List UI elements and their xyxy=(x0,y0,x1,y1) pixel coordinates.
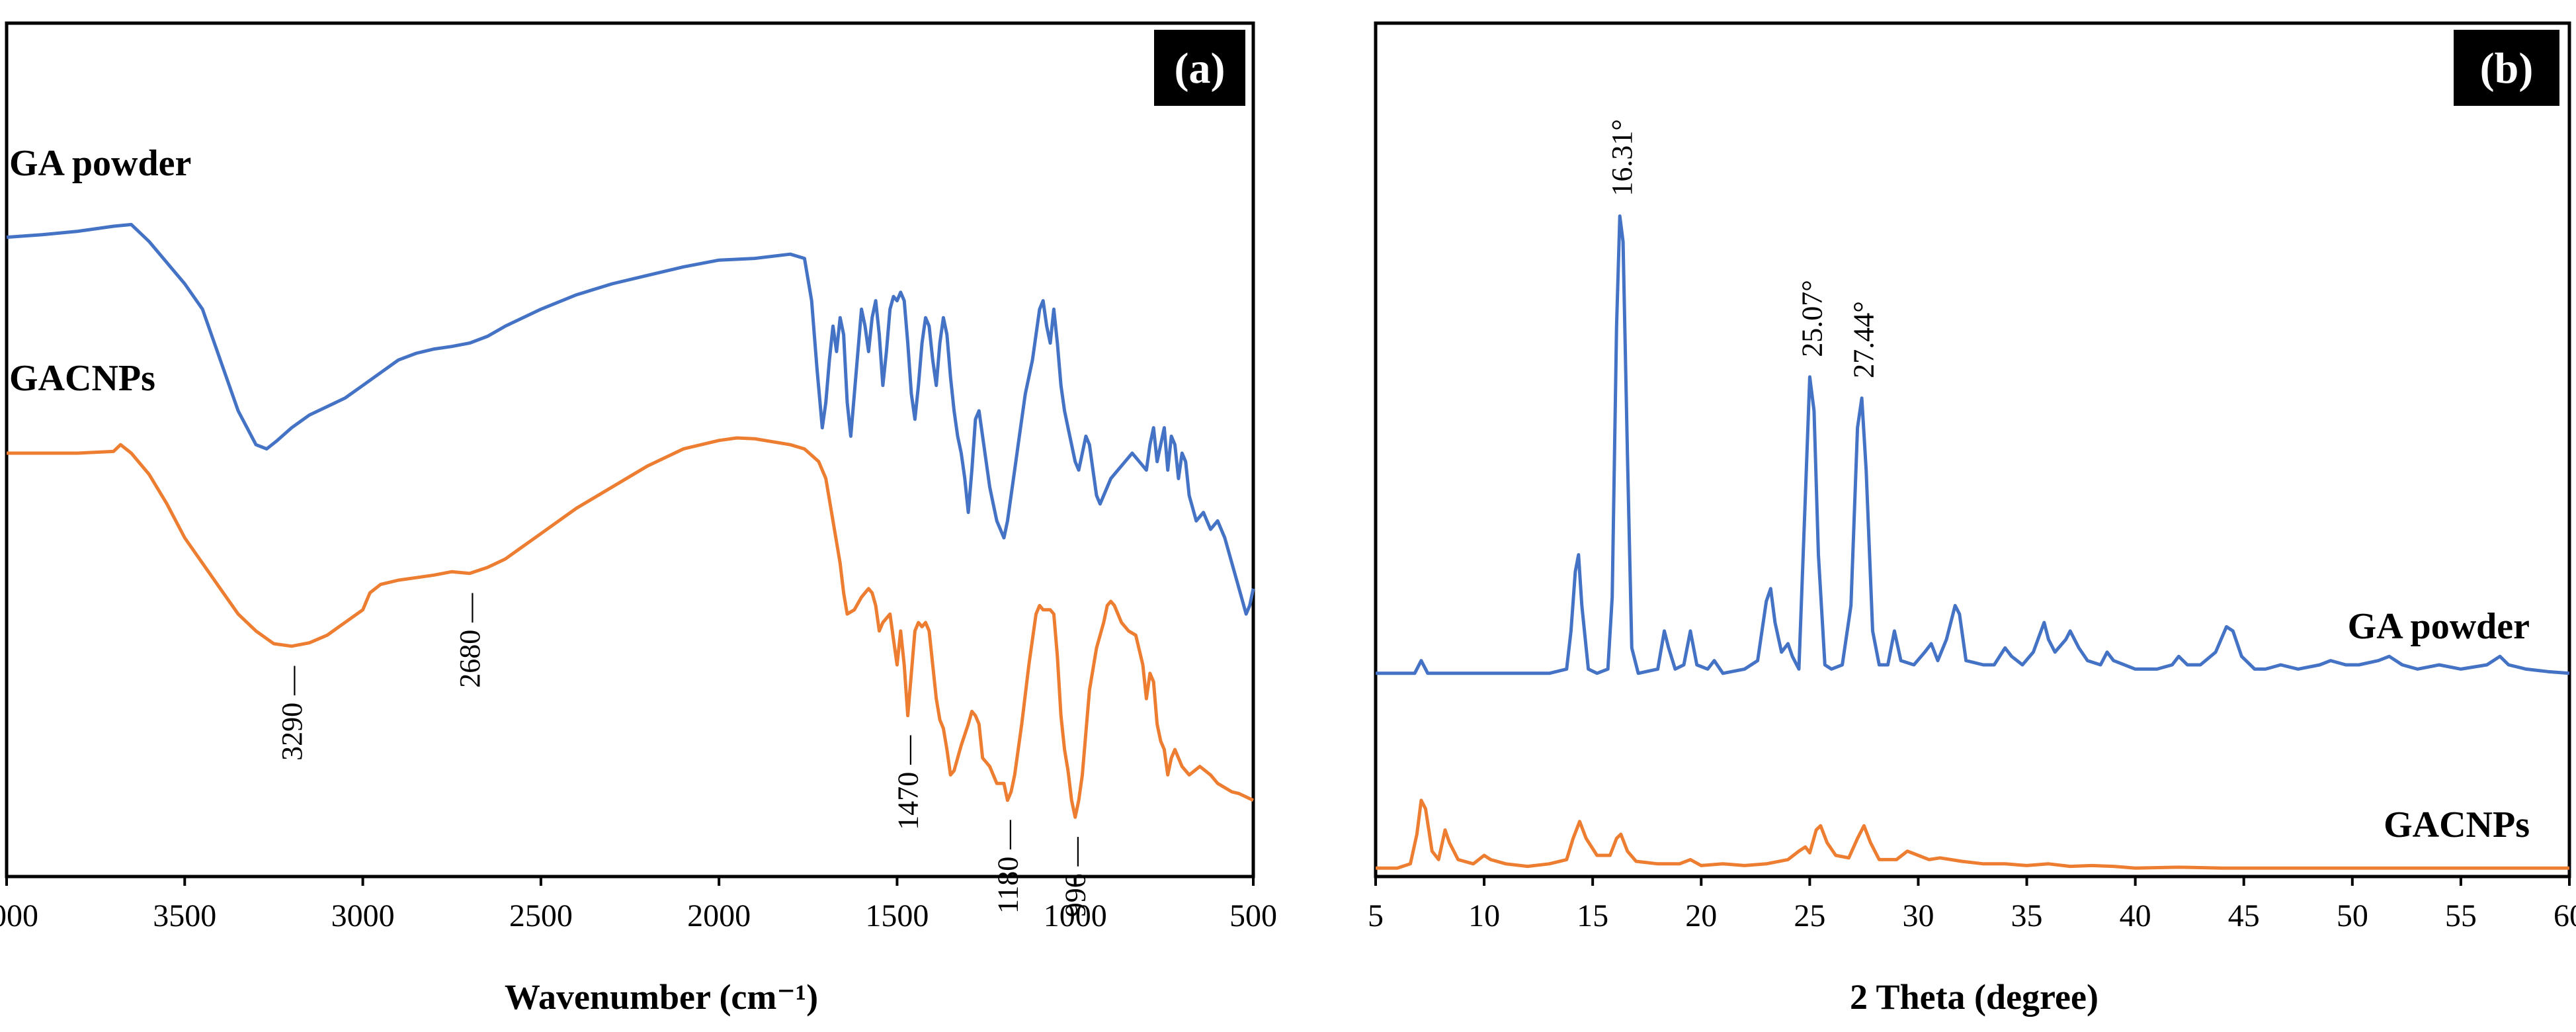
x-tick-label: 3500 xyxy=(153,898,216,933)
x-tick-label: 50 xyxy=(2337,898,2368,933)
peak-annotation: 1470 — xyxy=(892,735,925,830)
panel-a-frame xyxy=(5,21,1255,879)
panel-a-x-ticks: 4000 3500 3000 2500 2000 1500 1000 500 xyxy=(0,877,1277,933)
panel-b-series-label-ga-powder: GA powder xyxy=(2348,606,2530,647)
x-tick-label: 2500 xyxy=(509,898,573,933)
panel-a-series xyxy=(6,222,1255,819)
x-tick-label: 30 xyxy=(1902,898,1934,933)
peak-annotation-label: 996 — xyxy=(1059,836,1092,917)
x-tick-label: 1000 xyxy=(1044,898,1107,933)
peak-annotation-label: 27.44° xyxy=(1847,301,1880,378)
x-tick-label: 55 xyxy=(2445,898,2477,933)
x-tick-label: 5 xyxy=(1368,898,1384,933)
panel-b-frame xyxy=(1374,21,2571,879)
peak-annotation: 25.07° xyxy=(1796,280,1829,357)
series-line-ga-powder xyxy=(6,222,1255,616)
panel-a-tag: (a) xyxy=(1175,44,1226,93)
panel-b: 5 10 15 20 25 30 35 40 45 50 55 60 16.31° 25.07° 27.4… xyxy=(1368,21,2576,1017)
panel-a-tag-background xyxy=(1154,30,1245,106)
series-line-gacnps xyxy=(1376,798,2569,870)
x-tick-label: 20 xyxy=(1685,898,1717,933)
x-tick-label: 35 xyxy=(2011,898,2043,933)
peak-annotation: 1180 — xyxy=(991,820,1024,914)
panel-b-x-axis-label: 2 Theta (degree) xyxy=(1850,977,2098,1017)
panel-a-series-label-gacnps: GACNPs xyxy=(9,358,155,399)
peak-annotation: 3290 — xyxy=(276,666,308,761)
panel-b-tag: (b) xyxy=(2480,44,2534,93)
x-tick-label: 15 xyxy=(1577,898,1608,933)
panel-b-tag-background xyxy=(2454,30,2559,106)
peak-annotation-label: 1180 — xyxy=(991,820,1024,914)
series-line-ga-powder xyxy=(1376,214,2570,675)
peak-annotation-label: 16.31° xyxy=(1606,119,1638,196)
peak-annotation-label: 3290 — xyxy=(276,666,308,761)
x-tick-label: 25 xyxy=(1794,898,1825,933)
peak-annotation-label: 2680 — xyxy=(454,593,486,688)
panel-b-series xyxy=(1376,214,2570,870)
panel-a-annotations: 3290 — 2680 — 1470 — 1180 — 996 — xyxy=(276,593,1092,918)
panel-a-series-label-ga-powder: GA powder xyxy=(9,143,191,184)
panel-b-series-label-gacnps: GACNPs xyxy=(2384,804,2530,845)
x-tick-label: 60 xyxy=(2554,898,2576,933)
peak-annotation: 16.31° xyxy=(1606,119,1638,196)
panel-b-annotations: 16.31° 25.07° 27.44° xyxy=(1606,119,1880,378)
x-tick-label: 1500 xyxy=(865,898,929,933)
panel-b-x-ticks: 5 10 15 20 25 30 35 40 45 50 55 60 xyxy=(1368,877,2576,933)
x-tick-label: 3000 xyxy=(331,898,395,933)
peak-annotation: 27.44° xyxy=(1847,301,1880,378)
x-tick-label: 10 xyxy=(1468,898,1500,933)
panel-a-x-axis-label: Wavenumber (cm⁻¹) xyxy=(505,977,818,1017)
x-tick-label: 4000 xyxy=(0,898,38,933)
series-line-gacnps xyxy=(7,436,1255,819)
panel-a: 4000 3500 3000 2500 2000 1500 1000 500 3290 — 26… xyxy=(0,21,1277,1017)
x-tick-label: 500 xyxy=(1229,898,1277,933)
x-tick-label: 2000 xyxy=(687,898,751,933)
peak-annotation-label: 1470 — xyxy=(892,735,925,830)
peak-annotation-label: 25.07° xyxy=(1796,280,1829,357)
x-tick-label: 40 xyxy=(2120,898,2151,933)
x-tick-label: 45 xyxy=(2228,898,2260,933)
peak-annotation: 2680 — xyxy=(454,593,486,688)
peak-annotation: 996 — xyxy=(1059,836,1092,917)
